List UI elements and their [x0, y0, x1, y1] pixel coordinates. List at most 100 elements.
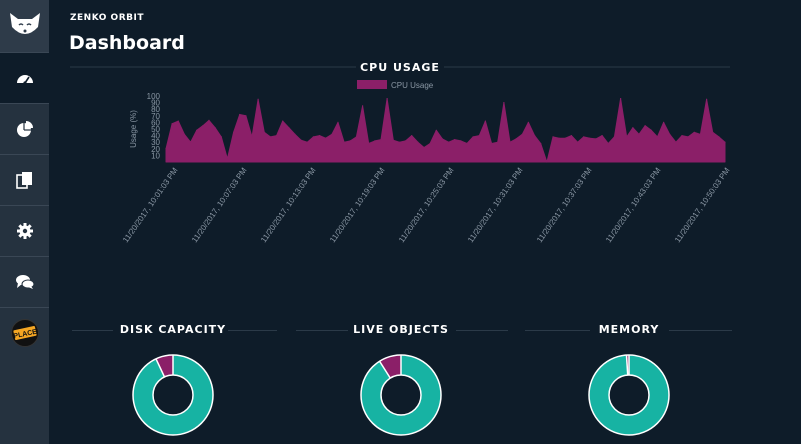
- cpu-data-point: [724, 141, 726, 143]
- cpu-data-point: [466, 142, 468, 145]
- section-divider: [228, 330, 277, 331]
- cpu-data-point: [245, 115, 247, 117]
- section-divider: [669, 330, 732, 331]
- cpu-data-point: [398, 141, 400, 143]
- cpu-data-point: [577, 141, 579, 143]
- cpu-data-point: [417, 141, 419, 143]
- cpu-data-point: [239, 113, 241, 116]
- cpu-data-point: [441, 138, 443, 140]
- cpu-data-point: [220, 136, 222, 138]
- x-tick-label: 11/20/2017, 10:50:03 PM: [673, 166, 732, 245]
- x-tick-label: 11/20/2017, 10:25:03 PM: [397, 166, 456, 245]
- sidebar-item-dashboard[interactable]: [0, 52, 49, 103]
- cpu-data-point: [540, 142, 542, 145]
- y-tick-label: 70: [151, 112, 160, 121]
- cpu-data-point: [583, 136, 585, 138]
- cpu-data-point: [411, 135, 413, 137]
- cpu-data-point: [355, 136, 357, 138]
- cpu-data-point: [620, 98, 622, 100]
- cpu-data-point: [681, 135, 683, 137]
- x-tick-label: 11/20/2017, 10:43:03 PM: [604, 166, 663, 245]
- donut-chart: [360, 354, 442, 436]
- cpu-data-point: [454, 139, 456, 141]
- cpu-data-point: [368, 142, 370, 145]
- cpu-data-point: [613, 136, 616, 138]
- chart-title: CPU USAGE: [360, 61, 440, 74]
- chat-bubbles-icon: [15, 275, 34, 289]
- cpu-data-point: [269, 136, 271, 138]
- sidebar-item-settings[interactable]: [0, 205, 49, 256]
- sidebar-item-place[interactable]: PLACE: [0, 307, 49, 358]
- cpu-data-point: [190, 141, 192, 143]
- zenko-logo[interactable]: [0, 0, 49, 52]
- section-divider: [525, 330, 590, 331]
- section-divider: [456, 330, 508, 331]
- cpu-data-point: [374, 140, 376, 142]
- cpu-data-point: [626, 136, 628, 138]
- x-tick-label: 11/20/2017, 10:37:03 PM: [535, 166, 594, 245]
- cpu-data-point: [306, 141, 308, 143]
- y-axis-label: Usage (%): [129, 110, 138, 148]
- cpu-data-point: [589, 137, 591, 139]
- cpu-data-point: [644, 125, 646, 127]
- cpu-data-point: [484, 120, 486, 122]
- cpu-data-point: [718, 136, 720, 138]
- legend-swatch: [357, 80, 387, 89]
- cpu-data-point: [607, 142, 609, 145]
- x-tick-label: 11/20/2017, 10:13:03 PM: [259, 166, 318, 245]
- cpu-data-point: [564, 137, 566, 139]
- cpu-data-point: [300, 139, 302, 141]
- y-tick-label: 60: [151, 118, 160, 127]
- sidebar-item-data[interactable]: [0, 154, 49, 205]
- cpu-data-point: [552, 136, 554, 138]
- cpu-data-point: [497, 141, 499, 143]
- sidebar-item-chat[interactable]: [0, 256, 49, 307]
- y-tick-label: 30: [151, 138, 160, 147]
- cpu-data-point: [570, 135, 572, 137]
- cpu-data-point: [509, 141, 511, 143]
- cpu-data-point: [405, 140, 407, 142]
- cpu-data-point: [693, 131, 695, 133]
- y-tick-label: 100: [147, 92, 161, 101]
- cpu-data-point: [214, 127, 216, 129]
- x-tick-label: 11/20/2017, 10:07:03 PM: [190, 166, 249, 245]
- place-logo-icon: PLACE: [10, 319, 39, 347]
- cpu-data-point: [687, 136, 689, 138]
- cpu-data-point: [312, 136, 314, 138]
- cpu-data-point: [349, 140, 351, 142]
- cpu-data-point: [380, 139, 382, 141]
- cpu-data-point: [706, 98, 708, 100]
- cpu-data-point: [435, 129, 437, 131]
- x-tick-label: 11/20/2017, 10:01:03 PM: [121, 166, 180, 245]
- sidebar: PLACE: [0, 0, 49, 444]
- cpu-data-point: [521, 133, 523, 135]
- copy-documents-icon: [15, 172, 32, 189]
- y-tick-label: 80: [151, 105, 160, 114]
- cpu-data-point: [601, 135, 603, 137]
- cpu-data-point: [331, 133, 333, 135]
- cpu-data-point: [202, 125, 204, 127]
- donut-segment-separator: [378, 360, 391, 379]
- y-tick-label: 50: [151, 125, 160, 134]
- cpu-data-point: [319, 135, 321, 137]
- cpu-data-point: [165, 148, 167, 150]
- cpu-data-point: [663, 121, 665, 123]
- y-tick-label: 20: [151, 145, 160, 154]
- x-tick-label: 11/20/2017, 10:31:03 PM: [466, 166, 525, 245]
- cpu-data-point: [423, 146, 425, 149]
- cpu-data-point: [343, 141, 345, 143]
- donut-title: DISK CAPACITY: [119, 323, 227, 336]
- y-tick-label: 90: [151, 99, 160, 108]
- cpu-data-point: [712, 131, 714, 133]
- cpu-data-point: [337, 121, 339, 123]
- cpu-data-point: [478, 135, 480, 137]
- cpu-data-point: [171, 123, 173, 125]
- cpu-data-point: [294, 133, 296, 135]
- cpu-data-point: [429, 142, 431, 145]
- cpu-data-point: [282, 120, 284, 122]
- donut-outline: [152, 374, 194, 416]
- cpu-data-point: [325, 137, 327, 139]
- cpu-data-point: [460, 140, 462, 142]
- sidebar-item-stats[interactable]: [0, 103, 49, 154]
- cpu-data-point: [638, 133, 640, 135]
